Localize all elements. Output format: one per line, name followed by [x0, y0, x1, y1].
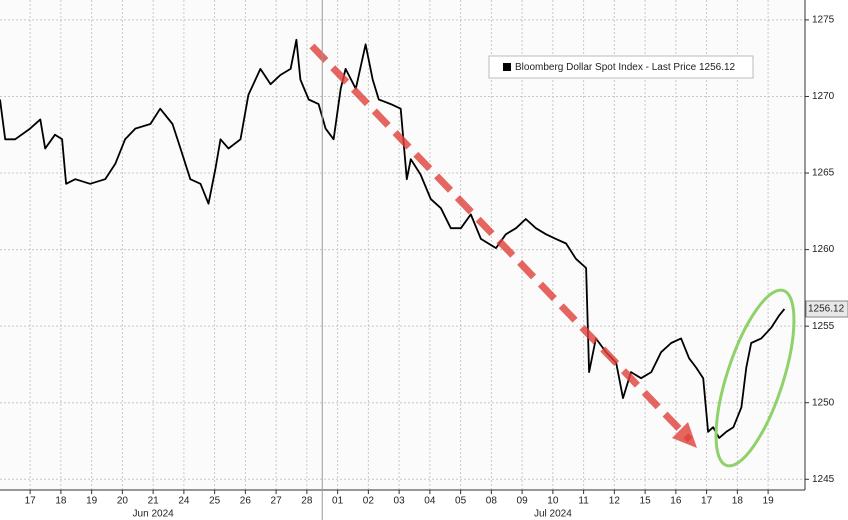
- x-tick-label: 02: [363, 496, 375, 507]
- x-tick-label: 25: [209, 496, 221, 507]
- x-tick-label: 19: [86, 496, 98, 507]
- x-tick-label: 18: [55, 496, 67, 507]
- x-tick-label: 18: [732, 496, 744, 507]
- x-tick-label: 05: [455, 496, 467, 507]
- y-tick-label: 1260: [812, 244, 835, 255]
- highlight-ellipse: [714, 288, 796, 468]
- x-tick-label: 24: [178, 496, 190, 507]
- y-tick-label: 1275: [812, 15, 835, 26]
- x-tick-label: 26: [240, 496, 252, 507]
- arrow-head: [672, 422, 697, 448]
- x-tick-label: 19: [763, 496, 775, 507]
- x-tick-label: 21: [148, 496, 160, 507]
- y-tick-label: 1265: [812, 168, 835, 179]
- x-tick-label: 08: [486, 496, 498, 507]
- x-tick-label: 17: [701, 496, 713, 507]
- x-tick-label: 27: [271, 496, 283, 507]
- x-tick-label: 20: [117, 496, 129, 507]
- x-tick-label: 12: [609, 496, 621, 507]
- trend-arrow: [309, 43, 693, 443]
- y-tick-label: 1245: [812, 474, 835, 485]
- price-tag: [805, 300, 848, 318]
- month-label: Jul 2024: [534, 509, 572, 520]
- month-label: Jun 2024: [133, 509, 175, 520]
- x-tick-label: 15: [640, 496, 652, 507]
- plot-area: [0, 0, 805, 490]
- legend-swatch: [503, 63, 511, 71]
- legend-label: Bloomberg Dollar Spot Index - Last Price…: [515, 62, 736, 73]
- x-tick-label: 11: [578, 496, 589, 507]
- x-tick-label: 28: [301, 496, 313, 507]
- y-tick-label: 1270: [812, 91, 835, 102]
- legend-box: [488, 55, 754, 79]
- x-tick-label: 16: [670, 496, 682, 507]
- y-tick-label: 1255: [812, 321, 835, 332]
- grid: [0, 0, 805, 490]
- x-tick-label: 10: [547, 496, 559, 507]
- x-tick-label: 09: [517, 496, 529, 507]
- x-tick-label: 04: [424, 496, 436, 507]
- x-tick-label: 03: [394, 496, 406, 507]
- x-tick-label: 17: [25, 496, 37, 507]
- y-tick-label: 1250: [812, 397, 835, 408]
- price-tag-label: 1256.12: [808, 304, 845, 315]
- x-tick-label: 01: [332, 496, 344, 507]
